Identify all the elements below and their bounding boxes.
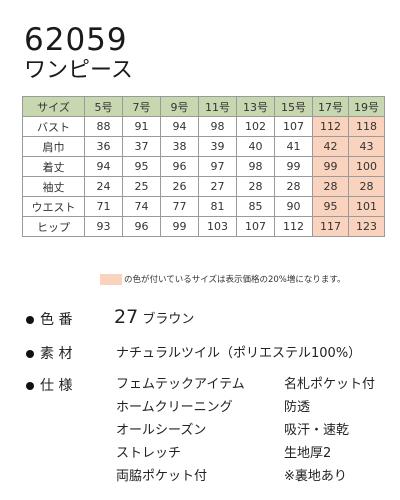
spec-item: ホームクリーニング (116, 400, 233, 415)
table-cell-highlighted: 118 (348, 116, 385, 137)
table-cell: 24 (84, 176, 123, 197)
table-cell: 41 (274, 136, 313, 157)
material-label: 素 材 (40, 346, 73, 362)
spec-item: オールシーズン (116, 423, 207, 438)
spec-item: 両脇ポケット付 (116, 469, 208, 484)
spec-item: 防透 (284, 400, 311, 415)
price-note: の色が付いているサイズは表示価格の20%増になります。 (100, 274, 346, 286)
color-name: ブラウン (142, 312, 195, 327)
color-number: 27 (114, 306, 139, 328)
material-value: ナチュラルツイル（ポリエステル100%） (116, 346, 362, 361)
product-name: ワンピース (24, 58, 133, 83)
header-cell: 9号 (160, 96, 199, 117)
table-cell: 97 (198, 156, 237, 177)
table-cell: 93 (84, 216, 123, 237)
table-cell: 85 (236, 196, 275, 217)
table-cell-highlighted: 101 (348, 196, 385, 217)
table-cell: 96 (160, 156, 199, 177)
table-cell-highlighted: 28 (348, 176, 385, 197)
header-cell: 15号 (274, 96, 313, 117)
header-cell: 5号 (84, 96, 123, 117)
table-cell: 37 (122, 136, 161, 157)
table-cell: 91 (122, 116, 161, 137)
spec-item: 生地厚2 (284, 446, 332, 461)
table-cell-highlighted: 99 (312, 156, 349, 177)
table-cell: 94 (160, 116, 199, 137)
table-cell-highlighted: 42 (312, 136, 349, 157)
header-cell: 11号 (198, 96, 237, 117)
table-row: 着丈 94 95 96 97 98 99 99 100 (22, 156, 385, 177)
table-row: バスト 88 91 94 98 102 107 112 118 (22, 116, 385, 137)
table-cell: 103 (198, 216, 237, 237)
spec-item: ストレッチ (116, 446, 182, 461)
table-cell: 95 (122, 156, 161, 177)
table-cell: 107 (274, 116, 313, 137)
table-cell-highlighted: 43 (348, 136, 385, 157)
table-cell: 112 (274, 216, 313, 237)
row-label: ヒップ (22, 216, 85, 237)
price-note-text: の色が付いているサイズは表示価格の20%増になります。 (124, 275, 346, 285)
table-cell-highlighted: 100 (348, 156, 385, 177)
header-cell: 13号 (236, 96, 275, 117)
row-label: ウエスト (22, 196, 85, 217)
table-cell-highlighted: 95 (312, 196, 349, 217)
table-cell: 71 (84, 196, 123, 217)
table-cell: 96 (122, 216, 161, 237)
table-cell: 40 (236, 136, 275, 157)
table-cell: 38 (160, 136, 199, 157)
table-cell-highlighted: 112 (312, 116, 349, 137)
size-table: サイズ 5号 7号 9号 11号 13号 15号 17号 19号 バスト 88 … (22, 96, 385, 237)
table-row: ヒップ 93 96 99 103 107 112 117 123 (22, 216, 385, 237)
table-cell: 94 (84, 156, 123, 177)
table-cell: 98 (198, 116, 237, 137)
bullet-dot-icon (26, 316, 34, 324)
table-row: ウエスト 71 74 77 81 85 90 95 101 (22, 196, 385, 217)
header-cell: 17号 (312, 96, 349, 117)
size-table-header-row: サイズ 5号 7号 9号 11号 13号 15号 17号 19号 (22, 96, 385, 117)
table-cell: 28 (274, 176, 313, 197)
spec-item: ※裏地あり (284, 469, 347, 484)
header-cell: 19号 (348, 96, 385, 117)
table-row: 肩巾 36 37 38 39 40 41 42 43 (22, 136, 385, 157)
table-cell: 27 (198, 176, 237, 197)
row-label: 袖丈 (22, 176, 85, 197)
table-cell: 36 (84, 136, 123, 157)
table-cell: 99 (160, 216, 199, 237)
row-label: 肩巾 (22, 136, 85, 157)
table-cell-highlighted: 123 (348, 216, 385, 237)
highlight-swatch (100, 274, 122, 285)
table-cell: 98 (236, 156, 275, 177)
table-cell: 88 (84, 116, 123, 137)
bullet-dot-icon (26, 350, 34, 358)
table-cell-highlighted: 117 (312, 216, 349, 237)
table-cell: 74 (122, 196, 161, 217)
table-cell: 25 (122, 176, 161, 197)
header-cell: 7号 (122, 96, 161, 117)
table-cell: 39 (198, 136, 237, 157)
table-cell: 102 (236, 116, 275, 137)
table-row: 袖丈 24 25 26 27 28 28 28 28 (22, 176, 385, 197)
color-value: 27 ブラウン (114, 306, 195, 328)
table-cell-highlighted: 28 (312, 176, 349, 197)
table-cell: 28 (236, 176, 275, 197)
row-label: 着丈 (22, 156, 85, 177)
table-cell: 77 (160, 196, 199, 217)
product-code: 62059 (24, 22, 128, 58)
table-cell: 99 (274, 156, 313, 177)
spec-item: フェムテックアイテム (116, 377, 245, 392)
header-cell: サイズ (22, 96, 85, 117)
table-cell: 81 (198, 196, 237, 217)
table-cell: 107 (236, 216, 275, 237)
table-cell: 90 (274, 196, 313, 217)
spec-item: 名札ポケット付 (284, 377, 376, 392)
row-label: バスト (22, 116, 85, 137)
specs-label: 仕 様 (40, 378, 73, 394)
spec-item: 吸汗・速乾 (284, 423, 350, 438)
bullet-dot-icon (26, 382, 34, 390)
color-label: 色 番 (40, 312, 73, 328)
table-cell: 26 (160, 176, 199, 197)
